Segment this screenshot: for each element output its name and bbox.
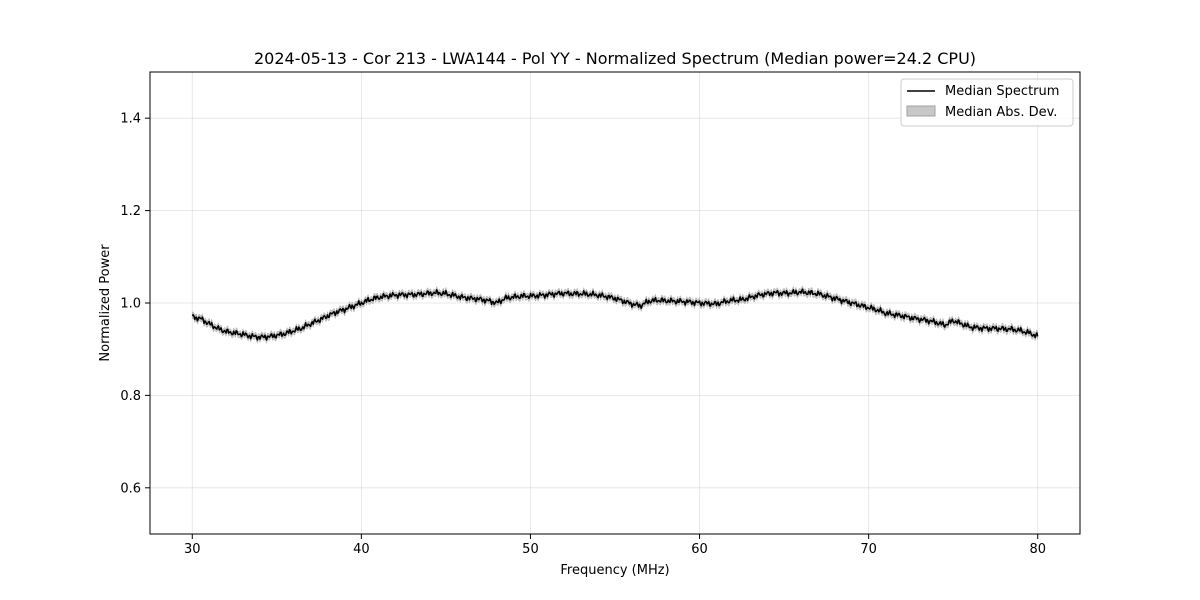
legend-box — [900, 78, 1074, 127]
legend-median-abs-dev-label: Median Abs. Dev. — [945, 105, 1057, 120]
x-tick-label: 40 — [353, 542, 370, 557]
x-axis-ticks: 30 40 50 60 70 80 — [184, 534, 1046, 557]
x-axis-label: Frequency (MHz) — [560, 563, 669, 578]
y-axis-ticks: 0.6 0.8 1.0 1.2 1.4 — [120, 112, 150, 496]
x-tick-label: 60 — [691, 542, 708, 557]
y-tick-label: 1.2 — [120, 204, 141, 219]
x-tick-label: 80 — [1029, 542, 1046, 557]
y-tick-label: 0.8 — [120, 389, 141, 404]
chart-title: 2024-05-13 - Cor 213 - LWA144 - Pol YY -… — [254, 49, 976, 68]
legend-median-abs-dev-swatch — [906, 105, 936, 117]
legend: Median Spectrum Median Abs. Dev. — [900, 78, 1074, 127]
x-tick-label: 70 — [860, 542, 877, 557]
y-tick-label: 1.4 — [120, 112, 141, 127]
y-axis-label: Normalized Power — [98, 244, 113, 362]
x-tick-label: 30 — [184, 542, 201, 557]
legend-median-spectrum-label: Median Spectrum — [945, 84, 1059, 99]
y-tick-label: 0.6 — [120, 481, 141, 496]
x-tick-label: 50 — [522, 542, 539, 557]
median-line-layer — [191, 288, 1039, 341]
median-spectrum-line — [191, 288, 1039, 341]
y-tick-label: 1.0 — [120, 297, 141, 312]
